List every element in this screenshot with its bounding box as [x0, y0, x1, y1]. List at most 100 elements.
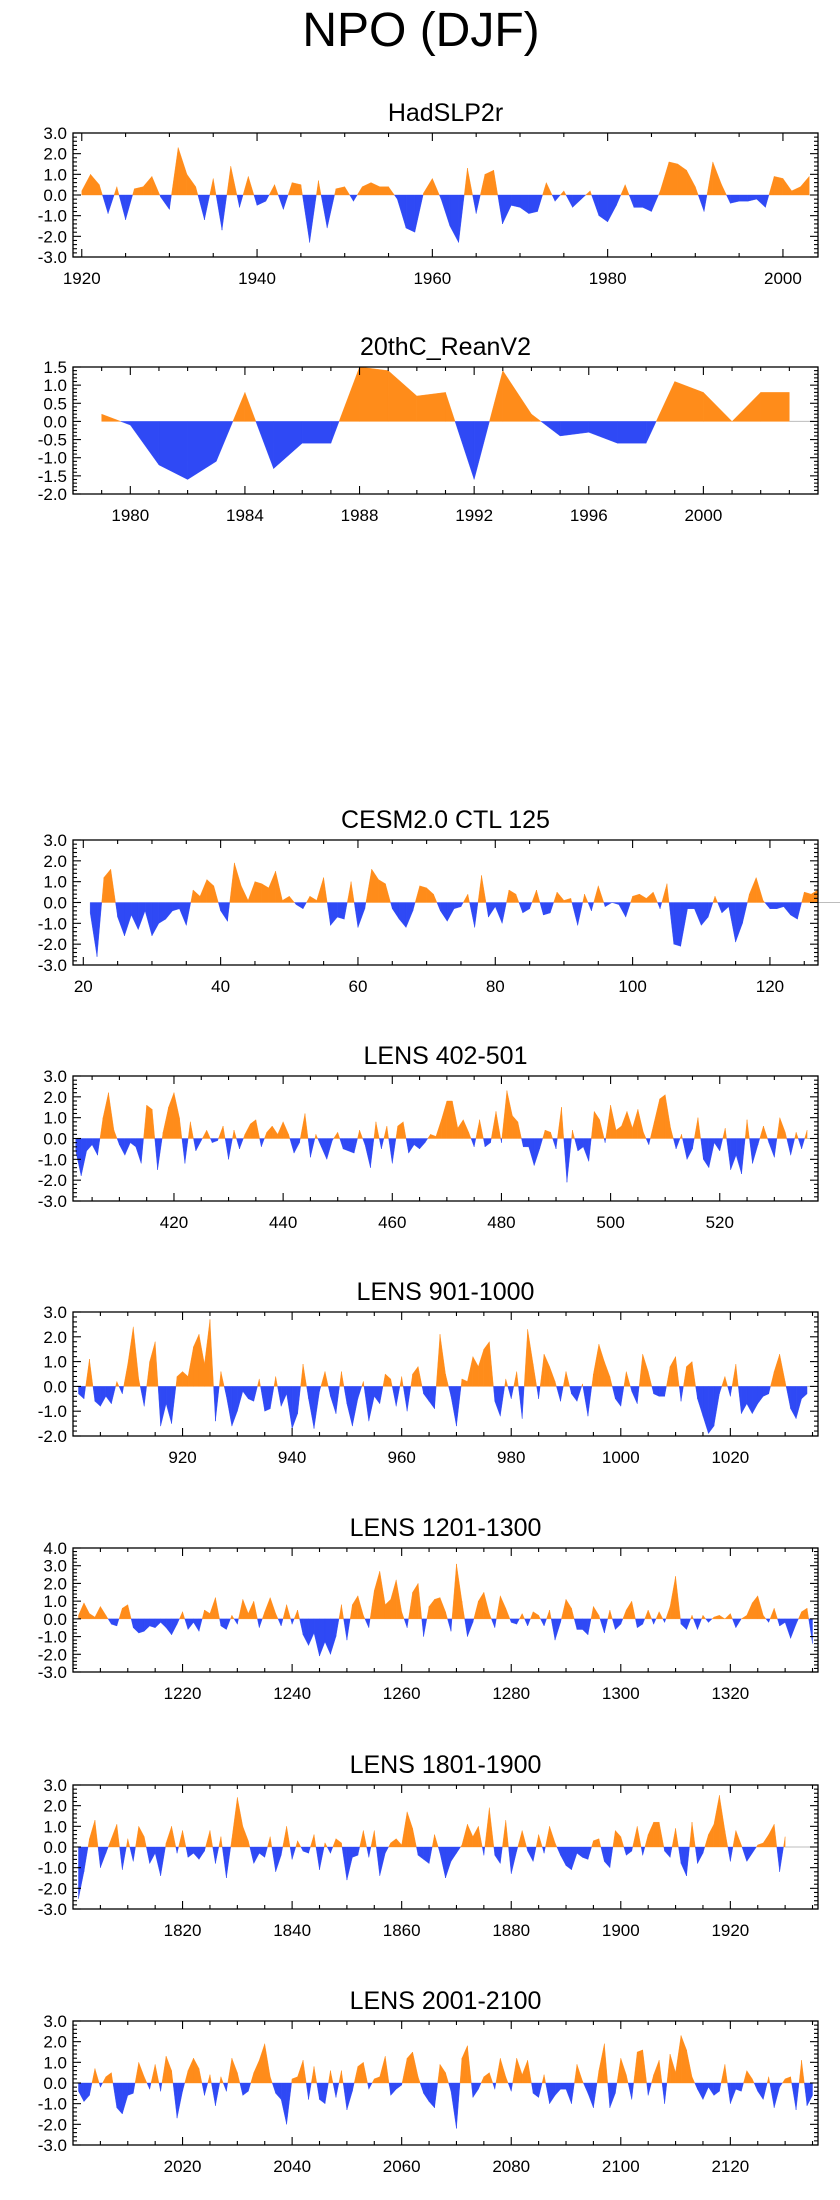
- positive-anomaly-area: [461, 1378, 468, 1387]
- positive-anomaly-area: [339, 1371, 342, 1387]
- positive-anomaly-area: [110, 869, 116, 903]
- positive-anomaly-area: [154, 1341, 159, 1387]
- negative-anomaly-area: [648, 1138, 651, 1145]
- negative-anomaly-area: [615, 1386, 621, 1407]
- positive-anomaly-area: [546, 182, 553, 196]
- negative-anomaly-area: [291, 1386, 298, 1429]
- negative-anomaly-area: [317, 1138, 322, 1147]
- negative-anomaly-area: [280, 1618, 284, 1626]
- positive-anomaly-area: [521, 2060, 528, 2084]
- positive-anomaly-area: [291, 2076, 298, 2084]
- negative-anomaly-area: [116, 1138, 120, 1145]
- positive-anomaly-area: [596, 2070, 600, 2084]
- positive-anomaly-area: [341, 1371, 345, 1387]
- negative-anomaly-area: [195, 1138, 202, 1152]
- negative-anomaly-area: [100, 2082, 103, 2088]
- negative-anomaly-area: [111, 1386, 116, 1404]
- y-tick-label: -2.0: [38, 1171, 67, 1190]
- positive-anomaly-area: [201, 1609, 205, 1620]
- positive-anomaly-area: [481, 875, 487, 903]
- negative-anomaly-area: [324, 1618, 331, 1655]
- negative-anomaly-area: [582, 1618, 589, 1636]
- positive-anomaly-area: [243, 1134, 246, 1139]
- figure-title: NPO (DJF): [302, 4, 539, 57]
- positive-anomaly-area: [116, 1824, 120, 1848]
- negative-anomaly-area: [280, 1846, 283, 1856]
- negative-anomaly-area: [211, 2082, 216, 2106]
- positive-anomaly-area: [171, 147, 179, 196]
- negative-anomaly-area: [705, 1618, 709, 1623]
- negative-anomaly-area: [300, 1846, 304, 1852]
- positive-anomaly-area: [654, 1098, 660, 1139]
- positive-anomaly-area: [193, 2058, 200, 2084]
- positive-anomaly-area: [798, 2060, 802, 2084]
- negative-anomaly-area: [779, 2082, 783, 2088]
- y-tick-label: 2.0: [43, 1328, 67, 1347]
- negative-anomaly-area: [730, 1846, 734, 1862]
- negative-anomaly-area: [289, 1846, 293, 1860]
- y-tick-label: 2.0: [43, 1797, 67, 1816]
- positive-anomaly-area: [432, 178, 440, 196]
- negative-anomaly-area: [533, 1138, 540, 1166]
- negative-anomaly-area: [105, 1846, 109, 1854]
- negative-anomaly-area: [213, 1386, 216, 1422]
- x-tick-label: 1840: [273, 1921, 311, 1940]
- negative-anomaly-area: [388, 1138, 393, 1164]
- positive-anomaly-area: [116, 1381, 120, 1387]
- negative-anomaly-area: [253, 194, 258, 206]
- negative-anomaly-area: [620, 1386, 625, 1407]
- negative-anomaly-area: [511, 1846, 517, 1874]
- negative-anomaly-area: [406, 1618, 409, 1628]
- negative-anomaly-area: [529, 902, 533, 909]
- positive-anomaly-area: [111, 1824, 118, 1848]
- negative-anomaly-area: [204, 194, 210, 220]
- x-tick-label: 1960: [413, 269, 451, 288]
- negative-anomaly-area: [182, 2082, 186, 2092]
- positive-anomaly-area: [248, 1601, 254, 1620]
- y-tick-label: -1.0: [38, 1859, 67, 1878]
- negative-anomaly-area: [160, 1846, 166, 1876]
- plot-area: [78, 1319, 808, 1435]
- negative-anomaly-area: [306, 2082, 309, 2100]
- negative-anomaly-area: [765, 194, 770, 208]
- negative-anomaly-area: [563, 1138, 568, 1183]
- negative-anomaly-area: [291, 1618, 295, 1625]
- negative-anomaly-area: [631, 1846, 633, 1852]
- negative-anomaly-area: [80, 1138, 87, 1177]
- positive-anomaly-area: [111, 2072, 114, 2084]
- negative-anomaly-area: [326, 1846, 331, 1854]
- positive-anomaly-area: [740, 1614, 747, 1620]
- positive-anomaly-area: [242, 1826, 249, 1848]
- positive-anomaly-area: [379, 2056, 386, 2084]
- positive-anomaly-area: [702, 1614, 707, 1620]
- positive-anomaly-area: [544, 1129, 551, 1139]
- negative-anomaly-area: [216, 421, 234, 462]
- positive-anomaly-area: [637, 2049, 643, 2084]
- negative-anomaly-area: [680, 1618, 687, 1630]
- negative-anomaly-area: [344, 902, 348, 920]
- negative-anomaly-area: [160, 1618, 167, 1629]
- negative-anomaly-area: [708, 1138, 715, 1168]
- negative-anomaly-area: [700, 1138, 704, 1160]
- positive-anomaly-area: [724, 1376, 728, 1387]
- positive-anomaly-area: [706, 161, 714, 196]
- positive-anomaly-area: [749, 877, 757, 903]
- positive-anomaly-area: [264, 2043, 271, 2084]
- negative-anomaly-area: [511, 194, 521, 208]
- positive-anomaly-area: [237, 1797, 244, 1848]
- positive-anomaly-area: [127, 1326, 134, 1387]
- negative-anomaly-area: [532, 2082, 539, 2098]
- positive-anomaly-area: [755, 1844, 758, 1848]
- plot-area: [78, 1795, 786, 1899]
- negative-anomaly-area: [233, 1618, 238, 1625]
- plot-area: [78, 2035, 813, 2129]
- positive-anomaly-area: [341, 2070, 344, 2084]
- positive-anomaly-area: [437, 2064, 441, 2084]
- positive-anomaly-area: [412, 1582, 419, 1620]
- positive-anomaly-area: [190, 889, 194, 903]
- y-tick-label: -1.0: [38, 449, 67, 468]
- y-tick-label: -1.5: [38, 467, 67, 486]
- negative-anomaly-area: [609, 1846, 614, 1868]
- negative-anomaly-area: [521, 1138, 524, 1147]
